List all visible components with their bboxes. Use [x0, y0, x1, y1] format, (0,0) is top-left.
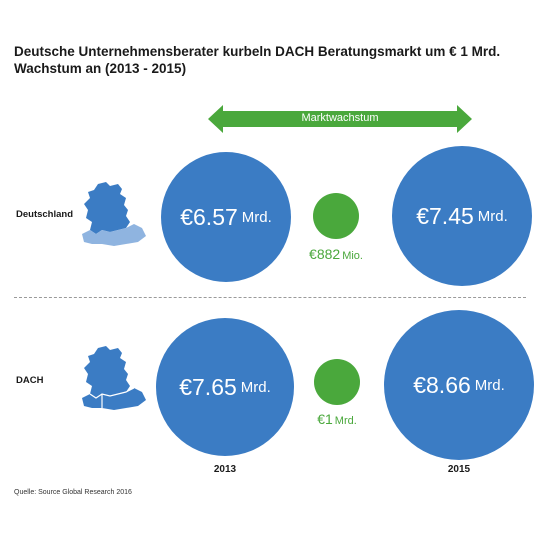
growth-dot-dach	[314, 359, 360, 405]
chart-title: Deutsche Unternehmensberater kurbeln DAC…	[14, 44, 501, 76]
growth-deutschland-unit: Mio.	[342, 250, 363, 262]
bubble-deutschland-2015-unit: Mrd.	[477, 207, 508, 225]
deutschland-map-icon	[82, 182, 146, 246]
bubble-deutschland-2013-value: €6.57	[180, 203, 238, 230]
bubble-dach-2013-value: €7.65	[179, 373, 237, 400]
row-label-deutschland: Deutschland	[16, 209, 74, 220]
growth-arrow	[208, 105, 472, 133]
growth-label-dach: €1 Mrd.	[297, 411, 377, 429]
bubble-dach-2015-value: €8.66	[413, 371, 471, 398]
growth-dach-unit: Mrd.	[334, 415, 357, 427]
bubble-dach-2013: €7.65 Mrd.	[156, 318, 294, 456]
source-note: Quelle: Source Global Research 2016	[14, 489, 132, 496]
bubble-dach-2013-unit: Mrd.	[240, 378, 271, 396]
bubble-deutschland-2013: €6.57 Mrd.	[161, 152, 291, 282]
growth-dot-deutschland	[313, 193, 359, 239]
bubble-dach-2015-unit: Mrd.	[474, 376, 505, 394]
year-label-2015: 2015	[447, 464, 471, 475]
growth-arrow-label: Marktwachstum	[301, 112, 379, 124]
year-label-2013: 2013	[213, 464, 237, 475]
dach-map-icon	[82, 346, 146, 410]
bubble-dach-2015: €8.66 Mrd.	[384, 310, 534, 460]
bubble-deutschland-2015-value: €7.45	[416, 202, 474, 229]
growth-label-deutschland: €882 Mio.	[296, 246, 376, 264]
growth-deutschland-value: €882	[309, 246, 341, 262]
row-label-dach: DACH	[16, 375, 44, 386]
growth-dach-value: €1	[317, 411, 333, 427]
row-divider	[14, 297, 526, 298]
bubble-deutschland-2015: €7.45 Mrd.	[392, 146, 532, 286]
bubble-deutschland-2013-unit: Mrd.	[241, 208, 272, 226]
